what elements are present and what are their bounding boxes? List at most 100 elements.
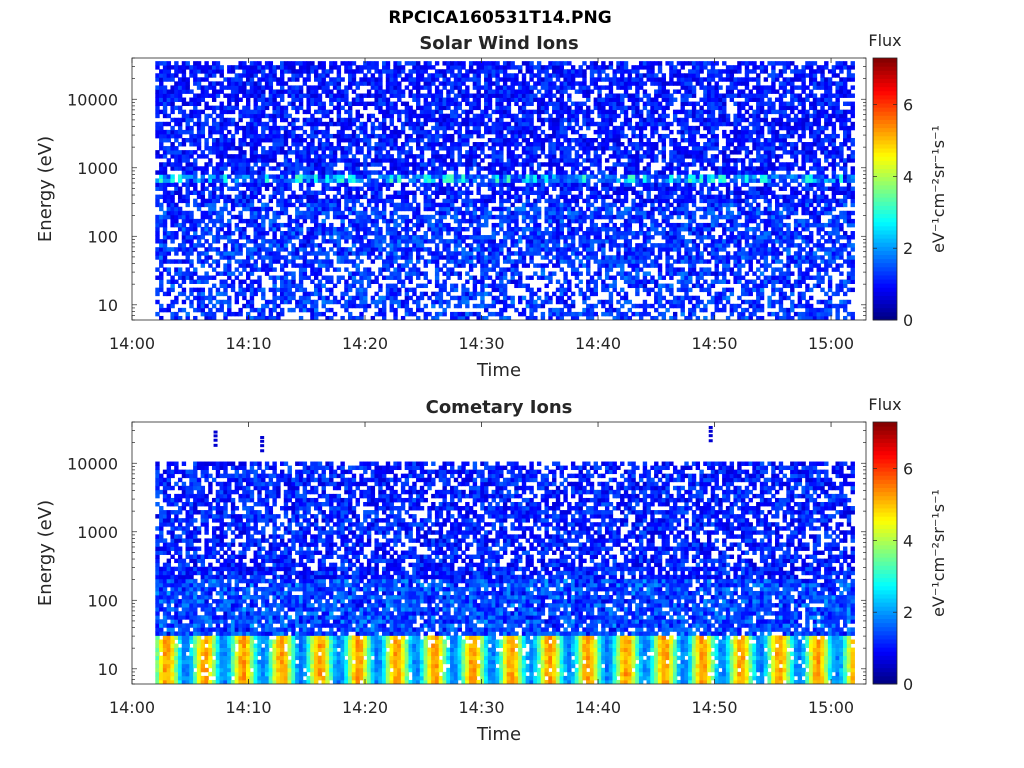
heatmap-cell (472, 283, 478, 289)
heatmap-cell (510, 162, 515, 167)
heatmap-cell (317, 166, 323, 171)
heatmap-cell (159, 271, 164, 276)
heatmap-cell (468, 146, 474, 151)
heatmap-cell (336, 93, 342, 98)
heatmap-cell (211, 303, 217, 309)
heatmap-cell (291, 307, 296, 313)
heatmap-cell (340, 315, 345, 320)
heatmap-cell (211, 178, 217, 183)
heatmap-cell (272, 243, 277, 248)
heatmap-cell (559, 61, 564, 66)
heatmap-cell (393, 129, 398, 135)
heatmap-cell (310, 158, 315, 163)
heatmap-cell (472, 129, 478, 135)
heatmap-cell (211, 129, 217, 135)
heatmap-cell (332, 162, 338, 167)
heatmap-cell (314, 178, 319, 183)
heatmap-cell (412, 263, 417, 268)
heatmap-cell (306, 93, 311, 98)
heatmap-cell (227, 81, 232, 86)
heatmap-cell (257, 190, 262, 196)
heatmap-cell (419, 243, 425, 248)
heatmap-cell (219, 226, 224, 232)
heatmap-cell (257, 231, 262, 236)
heatmap-cell (295, 210, 300, 216)
heatmap-cell (559, 291, 564, 297)
heatmap-cell (268, 222, 274, 228)
heatmap-cell (211, 247, 217, 252)
heatmap-cell (536, 137, 542, 143)
heatmap-cell (559, 158, 564, 163)
heatmap-cell (185, 251, 190, 256)
heatmap-cell (283, 133, 289, 139)
heatmap-cell (177, 194, 183, 200)
heatmap-cell (518, 109, 523, 115)
heatmap-cell (461, 226, 466, 232)
heatmap-cell (314, 158, 319, 163)
heatmap-cell (427, 146, 432, 151)
heatmap-cell (461, 291, 466, 297)
heatmap-cell (329, 133, 334, 139)
heatmap-cell (249, 182, 255, 187)
heatmap-cell (518, 65, 523, 70)
heatmap-cell (400, 299, 406, 305)
heatmap-cell (438, 97, 444, 102)
heatmap-cell (272, 89, 277, 94)
heatmap-cell (570, 303, 576, 309)
heatmap-cell (465, 97, 470, 102)
heatmap-cell (514, 186, 519, 191)
heatmap-cell (355, 279, 360, 284)
heatmap-cell (208, 194, 213, 200)
heatmap-cell (518, 275, 523, 280)
heatmap-cell (416, 271, 421, 276)
heatmap-cell (506, 101, 512, 107)
heatmap-cell (506, 150, 512, 155)
heatmap-cell (193, 81, 198, 86)
heatmap-cell (242, 303, 247, 309)
heatmap-cell (563, 69, 568, 74)
heatmap-cell (264, 174, 270, 179)
heatmap-cell (574, 137, 580, 143)
heatmap-cell (302, 129, 308, 135)
heatmap-cell (536, 81, 542, 86)
heatmap-cell (480, 251, 485, 256)
heatmap-cell (155, 186, 160, 191)
heatmap-cell (193, 150, 198, 155)
heatmap-cell (200, 174, 206, 179)
heatmap-cell (472, 150, 478, 155)
heatmap-cell (336, 109, 342, 115)
heatmap-cell (378, 125, 383, 131)
heatmap-cell (427, 170, 432, 175)
heatmap-cell (374, 93, 379, 98)
heatmap-cell (544, 101, 549, 107)
heatmap-cell (189, 218, 194, 224)
heatmap-cell (389, 105, 394, 111)
heatmap-cell (382, 89, 387, 94)
heatmap-cell (321, 85, 326, 90)
heatmap-cell (177, 178, 183, 183)
heatmap-cell (412, 267, 417, 272)
heatmap-cell (457, 81, 462, 86)
heatmap-cell (533, 146, 538, 151)
heatmap-cell (412, 291, 417, 297)
heatmap-cell (472, 73, 478, 78)
heatmap-cell (472, 61, 478, 66)
heatmap-cell (332, 77, 338, 82)
heatmap-cell (162, 150, 168, 155)
heatmap-cell (536, 295, 542, 301)
heatmap-cell (366, 170, 372, 175)
heatmap-cell (438, 283, 444, 289)
heatmap-cell (465, 142, 470, 147)
heatmap-cell (514, 81, 519, 86)
heatmap-cell (536, 239, 542, 244)
heatmap-cell (196, 97, 202, 102)
heatmap-cell (306, 142, 311, 147)
heatmap-cell (431, 117, 436, 123)
heatmap-cell (170, 105, 175, 111)
heatmap-cell (234, 198, 240, 204)
heatmap-cell (408, 105, 413, 111)
heatmap-cell (514, 146, 519, 151)
heatmap-cell (461, 142, 466, 147)
heatmap-cell (536, 194, 542, 200)
heatmap-cell (578, 137, 583, 143)
